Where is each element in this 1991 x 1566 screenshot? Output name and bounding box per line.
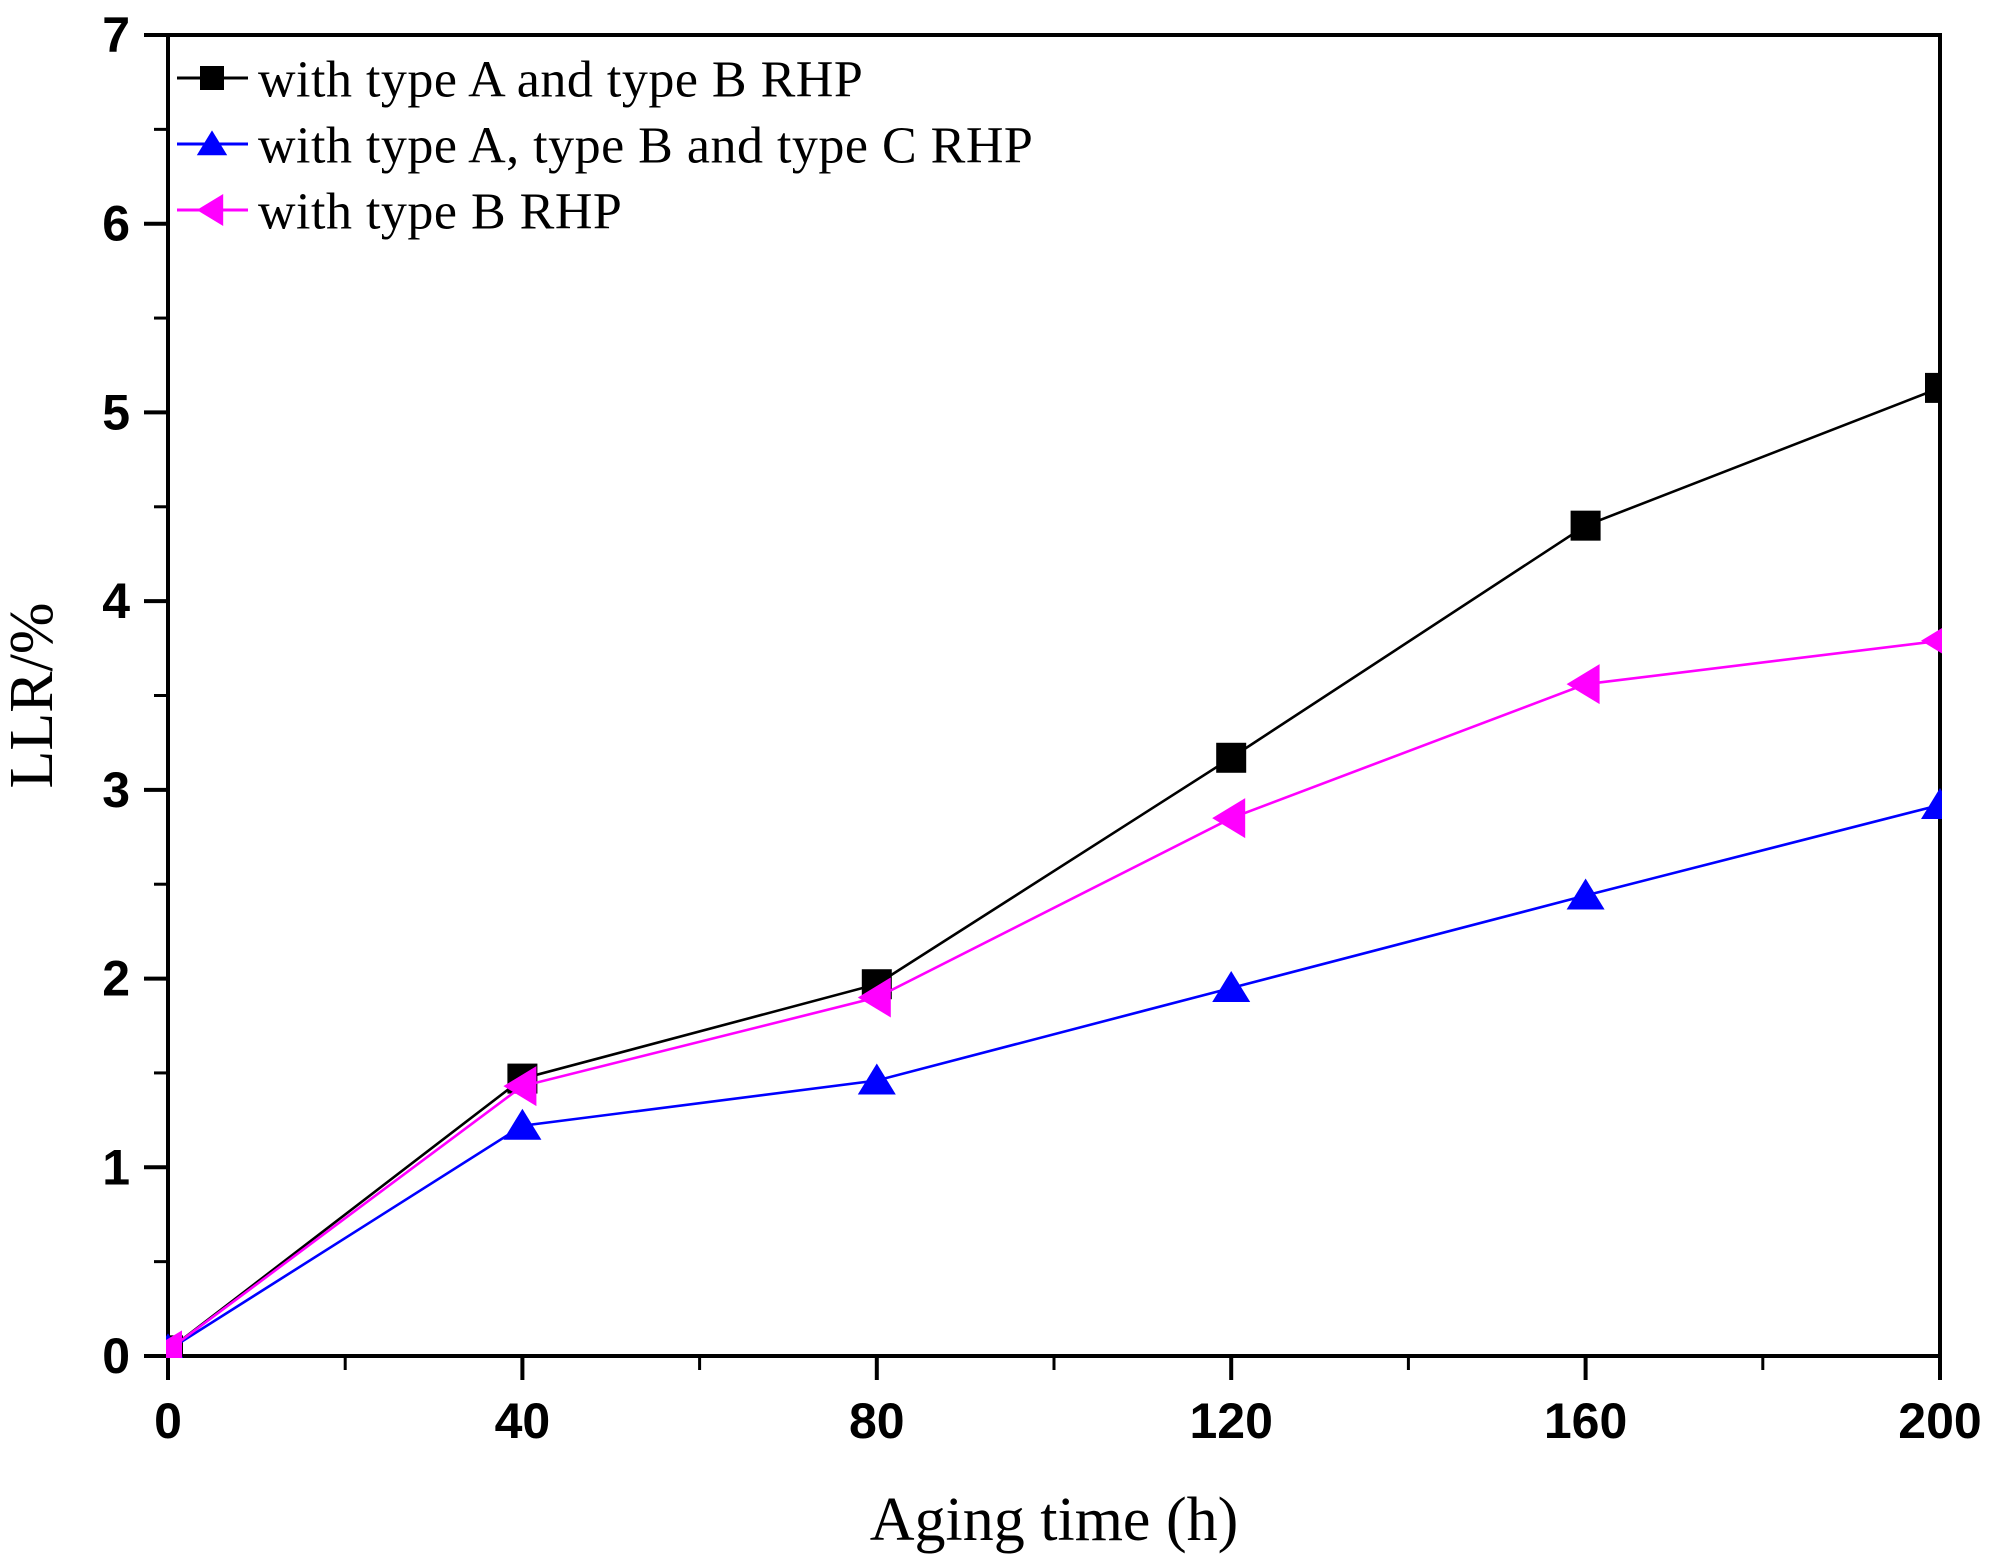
data-point <box>857 977 891 1018</box>
x-axis-title: Aging time (h) <box>870 1486 1239 1554</box>
data-point <box>166 1330 182 1358</box>
x-tick-label: 80 <box>849 1393 905 1449</box>
data-point <box>1212 798 1246 839</box>
legend: with type A and type B RHP with type A, t… <box>177 52 1033 241</box>
data-point <box>1216 742 1247 773</box>
data-point <box>1570 510 1601 541</box>
y-tick-label: 6 <box>102 196 130 252</box>
series-line-0 <box>167 386 1941 1352</box>
data-point <box>503 1108 542 1140</box>
legend-marker <box>196 130 228 156</box>
y-axis-title: LLR/% <box>0 603 66 789</box>
legend-marker <box>196 194 224 226</box>
series-area <box>166 372 1942 1358</box>
y-tick-label: 0 <box>102 1328 130 1384</box>
y-tick-label: 1 <box>102 1139 130 1195</box>
series-1 <box>166 787 1942 1358</box>
y-tick-label: 3 <box>102 762 130 818</box>
y-tick-label: 4 <box>102 573 130 629</box>
data-point <box>857 1063 896 1095</box>
y-tick-label: 5 <box>102 384 130 440</box>
x-tick-label: 40 <box>495 1393 551 1449</box>
legend-label: with type B RHP <box>258 184 622 241</box>
legend-entry: with type A, type B and type C RHP <box>177 118 1033 175</box>
axes: 0 40 80 120 160 200 0 1 2 3 4 5 6 7 <box>102 7 1982 1449</box>
x-tick-label: 160 <box>1544 1393 1627 1449</box>
x-tick-label: 0 <box>154 1393 182 1449</box>
legend-entry: with type A and type B RHP <box>177 52 863 109</box>
legend-label: with type A, type B and type C RHP <box>258 118 1033 175</box>
legend-marker <box>200 66 224 90</box>
data-point <box>1566 664 1600 705</box>
data-point <box>503 1066 537 1107</box>
series-line-1 <box>167 803 1941 1352</box>
x-tick-label: 120 <box>1189 1393 1272 1449</box>
legend-label: with type A and type B RHP <box>258 52 863 109</box>
data-point <box>1925 372 1942 403</box>
x-tick-label: 200 <box>1898 1393 1981 1449</box>
series-line-2 <box>167 639 1941 1352</box>
legend-entry: with type B RHP <box>177 184 622 241</box>
series-2 <box>166 628 1942 1358</box>
data-point <box>1566 878 1605 910</box>
y-tick-label: 2 <box>102 951 130 1007</box>
data-point <box>1921 787 1942 819</box>
data-point <box>1921 628 1942 654</box>
y-tick-label: 7 <box>102 7 130 63</box>
data-point <box>1212 971 1251 1003</box>
